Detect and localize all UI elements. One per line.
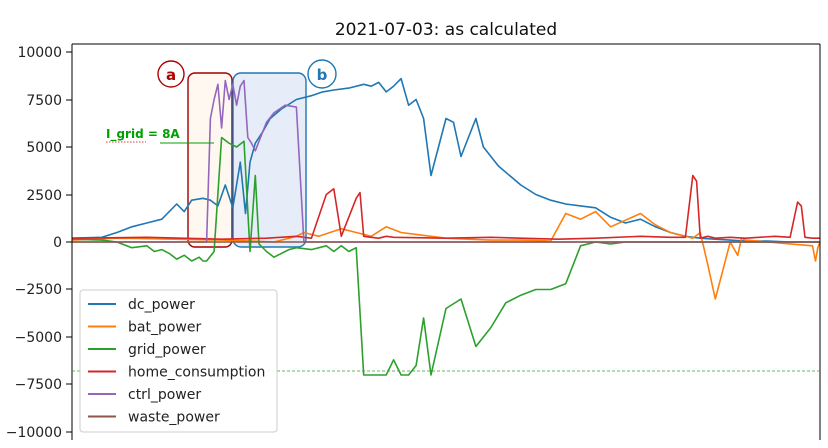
- legend: dc_power bat_power grid_power home_consumpt…: [79, 289, 278, 433]
- y-tick-label: 7500: [26, 93, 62, 109]
- annotation-b-label: b: [317, 66, 328, 84]
- series-line-dc-power: [71, 77, 820, 243]
- y-tick-label: −7500: [15, 377, 62, 393]
- region-a-box: [187, 72, 233, 248]
- series-layer: [71, 77, 821, 376]
- annotation-a-label: a: [166, 66, 176, 84]
- y-tick-label: −10000: [6, 425, 62, 441]
- chart-title: 2021-07-03: as calculated: [335, 20, 557, 40]
- igrid-annotation-label: I_grid = 8A: [106, 127, 180, 142]
- series-line-ctrl-power: [72, 79, 820, 243]
- y-tick-label: 10000: [17, 45, 62, 61]
- legend-label: grid_power: [128, 342, 206, 358]
- legend-label: waste_power: [128, 410, 220, 426]
- legend-box: [79, 289, 278, 433]
- y-axis-ticks: 10000 7500 5000 2500 0 −2500 −5000 −7500…: [6, 45, 62, 441]
- region-b-box: [232, 72, 307, 248]
- y-tick-label: −5000: [15, 330, 62, 346]
- y-tick-label: 5000: [26, 140, 62, 156]
- legend-label: bat_power: [128, 320, 201, 336]
- y-tick-label: −2500: [15, 282, 62, 298]
- legend-label: home_consumption: [128, 365, 265, 381]
- series-line-grid-power: [71, 136, 820, 376]
- legend-label: ctrl_power: [128, 387, 201, 403]
- annotation-b: b: [307, 59, 337, 89]
- series-line-bat-power: [71, 210, 821, 300]
- legend-label: dc_power: [128, 297, 195, 313]
- axes-frame: [66, 43, 821, 440]
- series-line-home-consumption: [71, 174, 820, 240]
- y-tick-label: 2500: [26, 188, 62, 204]
- annotation-a: a: [157, 60, 185, 88]
- y-tick-label: 0: [53, 235, 62, 251]
- igrid-annotation: I_grid = 8A: [106, 127, 214, 144]
